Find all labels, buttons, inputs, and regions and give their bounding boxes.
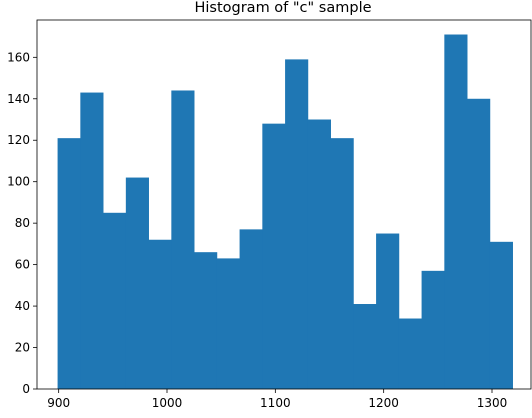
x-axis: 900 1000 1100 1200 1300 xyxy=(47,389,507,410)
plot-frame xyxy=(36,19,532,390)
x-tick-label: 1000 xyxy=(152,396,183,410)
y-tick-label: 40 xyxy=(15,299,30,313)
y-tick-label: 160 xyxy=(7,50,30,64)
x-tick-label: 1300 xyxy=(477,396,508,410)
histogram-bar xyxy=(421,270,445,389)
x-tick-label: 1100 xyxy=(260,396,291,410)
y-tick-label: 60 xyxy=(15,258,30,272)
histogram-bar xyxy=(353,304,377,389)
y-tick-label: 140 xyxy=(7,92,30,106)
histogram-bar xyxy=(216,258,240,389)
y-tick-label: 120 xyxy=(7,133,30,147)
histogram-bar xyxy=(285,59,309,390)
histogram-bar xyxy=(125,177,149,389)
y-tick-label: 20 xyxy=(15,341,30,355)
x-tick-label: 1200 xyxy=(368,396,399,410)
y-tick-label: 100 xyxy=(7,175,30,189)
histogram-bar xyxy=(376,233,400,389)
histogram-bar xyxy=(80,92,104,389)
histogram-bar xyxy=(103,212,127,389)
histogram-bar xyxy=(489,241,513,389)
y-tick-label: 80 xyxy=(15,216,30,230)
histogram-bar xyxy=(262,123,286,390)
histogram-bar xyxy=(467,98,491,390)
chart-title: Histogram of "c" sample xyxy=(194,0,371,16)
x-tick-label: 900 xyxy=(47,396,70,410)
y-tick-label: 0 xyxy=(22,382,30,396)
y-axis: 0 20 40 60 80 100 120 140 160 xyxy=(7,50,37,396)
histogram-bar xyxy=(398,318,422,389)
histogram-bar xyxy=(194,252,218,389)
histogram-bar xyxy=(57,138,81,389)
bars-group xyxy=(57,34,513,390)
histogram-bar xyxy=(148,239,172,389)
histogram-bar xyxy=(171,90,195,389)
histogram-bar xyxy=(307,119,331,389)
histogram-bar xyxy=(444,34,468,390)
histogram-bar xyxy=(330,138,354,389)
histogram-bar xyxy=(239,229,263,389)
